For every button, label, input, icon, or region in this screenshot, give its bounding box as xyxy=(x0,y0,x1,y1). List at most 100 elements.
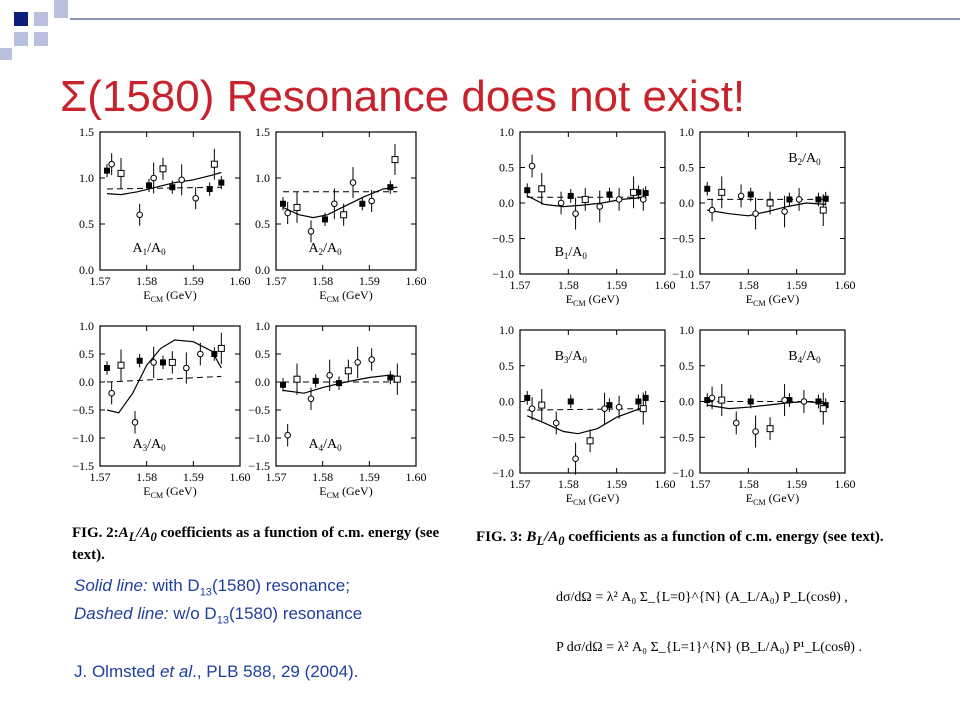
dashed-curve xyxy=(106,186,222,190)
open-circle-point xyxy=(708,206,716,214)
open-square-point xyxy=(538,401,546,409)
y-tick-label: 0.0 xyxy=(499,196,514,210)
ref-pre: J. Olmsted xyxy=(74,662,160,681)
ref-etal: et al xyxy=(159,662,193,681)
y-tick-label: 0.5 xyxy=(499,161,514,175)
x-tick-label: 1.60 xyxy=(230,470,251,484)
open-circle-point xyxy=(752,210,759,217)
open-circle-point xyxy=(150,359,157,366)
open-square-point xyxy=(819,206,827,214)
open-circle-point xyxy=(284,209,291,217)
solid-data-point xyxy=(815,196,822,203)
y-tick-label: 0.5 xyxy=(79,217,94,231)
reference-citation: J. Olmsted et al., PLB 588, 29 (2004). xyxy=(74,662,358,682)
open-circle-point xyxy=(528,405,536,412)
panel-label: A3/A0 xyxy=(132,437,166,453)
deco-square xyxy=(14,12,28,26)
x-tick-label: 1.58 xyxy=(738,477,759,491)
plot-frame xyxy=(99,325,241,467)
open-square-point xyxy=(766,425,774,433)
deco-square xyxy=(0,48,12,60)
solid-data-point xyxy=(815,398,822,405)
solid-data-point xyxy=(104,365,110,371)
legend-solid-label: Solid line: xyxy=(74,576,148,595)
header-rule xyxy=(70,18,960,20)
y-tick-label: 0.5 xyxy=(255,217,270,231)
open-circle-point xyxy=(528,162,536,170)
x-tick-label: 1.58 xyxy=(136,470,157,484)
y-tick-label: 0.0 xyxy=(499,395,514,409)
x-tick-label: 1.58 xyxy=(312,274,333,288)
y-tick-label: 1.5 xyxy=(255,125,270,139)
y-tick-label: −0.5 xyxy=(672,232,694,246)
x-axis-label: ECM (GeV) xyxy=(143,288,196,304)
x-axis-label: ECM (GeV) xyxy=(319,288,372,304)
y-tick-label: 1.0 xyxy=(79,171,94,185)
solid-data-point xyxy=(218,179,225,186)
legend-dashed-tail: (1580) resonance xyxy=(228,604,363,623)
open-square-point xyxy=(718,396,726,404)
panel-label: A4/A0 xyxy=(308,437,342,453)
panel-label: B1/A0 xyxy=(555,245,588,261)
y-tick-label: 1.0 xyxy=(499,323,514,337)
open-circle-point xyxy=(307,228,315,235)
panel-label: B2/A0 xyxy=(788,151,821,167)
solid-data-point xyxy=(606,402,613,409)
y-tick-label: 1.5 xyxy=(79,125,94,139)
legend-dashed-label: Dashed line: xyxy=(74,604,169,623)
y-tick-label: 0.0 xyxy=(679,196,694,210)
equation-1: dσ/dΩ = λ² A₀ Σ_{L=0}^{N} (A_L/A₀) P_L(c… xyxy=(556,590,848,605)
solid-data-point xyxy=(312,377,319,384)
open-circle-point xyxy=(615,403,623,411)
open-circle-point xyxy=(639,196,647,203)
solid-curve xyxy=(106,339,222,414)
ref-post: ., PLB 588, 29 (2004). xyxy=(192,662,359,681)
fig3-caption-symbol: BL/A0 xyxy=(526,529,565,548)
x-tick-label: 1.57 xyxy=(690,477,711,491)
open-square-point xyxy=(344,367,352,375)
y-tick-label: −1.5 xyxy=(72,459,94,473)
dashed-curve xyxy=(527,408,646,411)
x-axis-label: ECM (GeV) xyxy=(319,484,372,500)
x-tick-label: 1.58 xyxy=(136,274,157,288)
x-tick-label: 1.57 xyxy=(266,274,287,288)
panel-label: B3/A0 xyxy=(555,349,588,365)
open-square-point xyxy=(819,405,827,413)
corner-decoration xyxy=(0,0,70,60)
solid-curve xyxy=(526,408,646,435)
y-tick-label: 0.5 xyxy=(255,347,270,361)
open-square-point xyxy=(293,375,301,383)
open-square-point xyxy=(117,361,125,369)
legend-dashed-sub: 13 xyxy=(216,614,229,627)
deco-square xyxy=(14,32,28,46)
open-circle-point xyxy=(108,389,115,397)
open-circle-point xyxy=(800,398,808,405)
open-circle-point xyxy=(131,419,139,426)
open-square-point xyxy=(168,358,176,366)
solid-data-point xyxy=(169,184,176,191)
solid-data-point xyxy=(146,182,152,189)
y-tick-label: −1.0 xyxy=(672,466,694,480)
y-tick-label: −1.0 xyxy=(248,431,270,445)
x-tick-label: 1.59 xyxy=(359,274,380,288)
solid-data-point xyxy=(704,397,711,404)
open-circle-point xyxy=(284,431,291,439)
open-circle-point xyxy=(596,203,604,210)
fig2-caption-lead: FIG. 2: xyxy=(72,525,119,541)
open-circle-point xyxy=(307,395,315,403)
x-tick-label: 1.60 xyxy=(406,274,427,288)
solid-data-point xyxy=(704,185,711,192)
y-tick-label: −0.5 xyxy=(248,403,270,417)
fig3-caption: FIG. 3: BL/A0 coefficients as a function… xyxy=(476,528,896,550)
open-circle-point xyxy=(150,174,157,182)
x-tick-label: 1.57 xyxy=(90,274,111,288)
deco-square xyxy=(34,12,48,26)
x-tick-label: 1.57 xyxy=(690,278,711,292)
open-circle-point xyxy=(557,199,565,207)
open-circle-point xyxy=(781,208,788,215)
solid-data-point xyxy=(336,380,342,387)
fig3-caption-lead: FIG. 3: xyxy=(476,529,523,545)
open-circle-point xyxy=(752,428,759,435)
open-square-point xyxy=(538,185,546,193)
